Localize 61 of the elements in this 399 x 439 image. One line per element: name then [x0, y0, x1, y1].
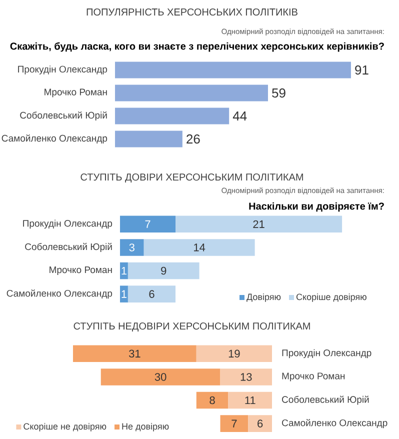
- bar: [120, 262, 128, 280]
- legend-label: Довіряю: [246, 293, 281, 302]
- data-label: 19: [228, 350, 240, 358]
- bar: [115, 108, 230, 124]
- y-tick-label: Мрочко Роман: [44, 88, 107, 98]
- data-label: 3: [129, 244, 134, 252]
- bar: [220, 415, 248, 432]
- data-label: 13: [240, 373, 252, 381]
- y-tick-label: Мрочко Роман: [282, 372, 345, 382]
- bar: [228, 392, 272, 409]
- bar: [128, 262, 200, 280]
- data-label: 91: [355, 65, 368, 75]
- legend-label: Не довіряю: [122, 422, 169, 432]
- bar: [120, 286, 128, 302]
- y-tick-label: Прокудін Олександр: [282, 349, 372, 358]
- y-tick-label: Прокудін Олександр: [18, 66, 108, 74]
- bar: [128, 286, 176, 302]
- data-label: 7: [145, 220, 150, 228]
- bar: [144, 239, 255, 256]
- data-label: 11: [245, 396, 256, 404]
- data-label: 6: [258, 420, 263, 428]
- legend-label: Скоріше не довіряю: [24, 422, 106, 432]
- data-label: 6: [149, 290, 154, 298]
- data-label: 1: [122, 290, 126, 298]
- bar: [115, 62, 351, 78]
- y-tick-label: Соболевський Юрій: [20, 111, 107, 121]
- chart-title: ПОПУЛЯРНІСТЬ ХЕРСОНСЬКИХ ПОЛІТИКІВ: [86, 8, 298, 16]
- data-label: 21: [253, 220, 264, 228]
- y-tick-label: Самойленко Олександр: [6, 290, 112, 299]
- data-label: 26: [186, 134, 200, 144]
- data-label: 9: [161, 266, 166, 275]
- bar: [115, 84, 268, 102]
- bar: [196, 345, 272, 362]
- bar: [120, 239, 144, 256]
- data-label: 8: [210, 396, 215, 404]
- chart-subtitle: Скажіть, будь ласка, кого ви знаєте з перелічених херсонських керівників?: [10, 42, 384, 52]
- data-label: 7: [232, 420, 237, 428]
- bar: [115, 130, 182, 148]
- bar: [220, 368, 272, 386]
- bar: [120, 216, 176, 233]
- y-tick-label: Мрочко Роман: [50, 266, 112, 276]
- chart-subtitle: Наскільки ви довіряєте їм?: [249, 202, 384, 212]
- data-label: 44: [232, 112, 247, 120]
- y-tick-label: Соболевський Юрій: [25, 242, 112, 252]
- bar: [73, 345, 196, 362]
- chart-title: СТУПІТЬ НЕДОВІРИ ХЕРСОНСЬКИМ ПОЛІТИКАМ: [74, 322, 310, 332]
- bar: [100, 368, 220, 386]
- y-tick-label: Прокудін Олександр: [23, 220, 112, 229]
- data-label: 31: [129, 350, 140, 358]
- legend-label: Скоріше довіряю: [296, 293, 366, 302]
- bar: [248, 415, 272, 432]
- data-label: 14: [194, 244, 206, 252]
- data-label: 1: [122, 266, 126, 275]
- chart-title: СТУПІТЬ ДОВІРИ ХЕРСОНСЬКИМ ПОЛІТИКАМ: [80, 174, 303, 182]
- bar: [196, 392, 228, 409]
- data-label: 59: [272, 88, 286, 98]
- bar: [176, 216, 342, 233]
- y-tick-label: Самойленко Олександр: [282, 419, 388, 428]
- data-label: 30: [154, 373, 166, 381]
- y-tick-label: Соболевський Юрій: [282, 396, 369, 405]
- y-tick-label: Самойленко Олександр: [2, 134, 108, 144]
